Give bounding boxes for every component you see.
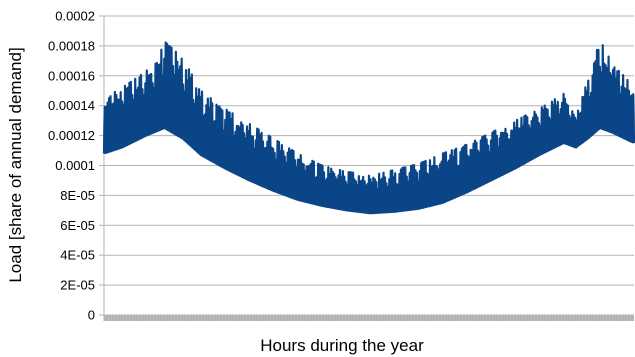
y-tick-label: 0.0002: [55, 9, 95, 24]
y-tick-label: 2E-05: [60, 278, 95, 293]
y-axis-title: Load [share of annual demand]: [6, 47, 25, 282]
x-tick-band: [104, 315, 634, 321]
x-axis-title: Hours during the year: [260, 336, 424, 355]
y-tick-label: 8E-05: [60, 188, 95, 203]
y-tick-label: 0.00018: [48, 38, 95, 53]
y-tick-label: 0: [88, 308, 95, 323]
y-tick-label: 0.00016: [48, 68, 95, 83]
load-series: [102, 41, 635, 215]
y-tick-label: 0.00012: [48, 128, 95, 143]
y-tick-labels: 0 2E-05 4E-05 6E-05 8E-05 0.0001 0.00012 0.0001…: [48, 9, 95, 323]
y-tick-label: 0.0001: [55, 158, 95, 173]
gridlines: [99, 15, 634, 316]
y-tick-label: 6E-05: [60, 218, 95, 233]
x-axis: [103, 315, 634, 321]
load-series-line: [102, 41, 635, 215]
y-tick-label: 4E-05: [60, 248, 95, 263]
y-tick-label: 0.00014: [48, 98, 95, 113]
